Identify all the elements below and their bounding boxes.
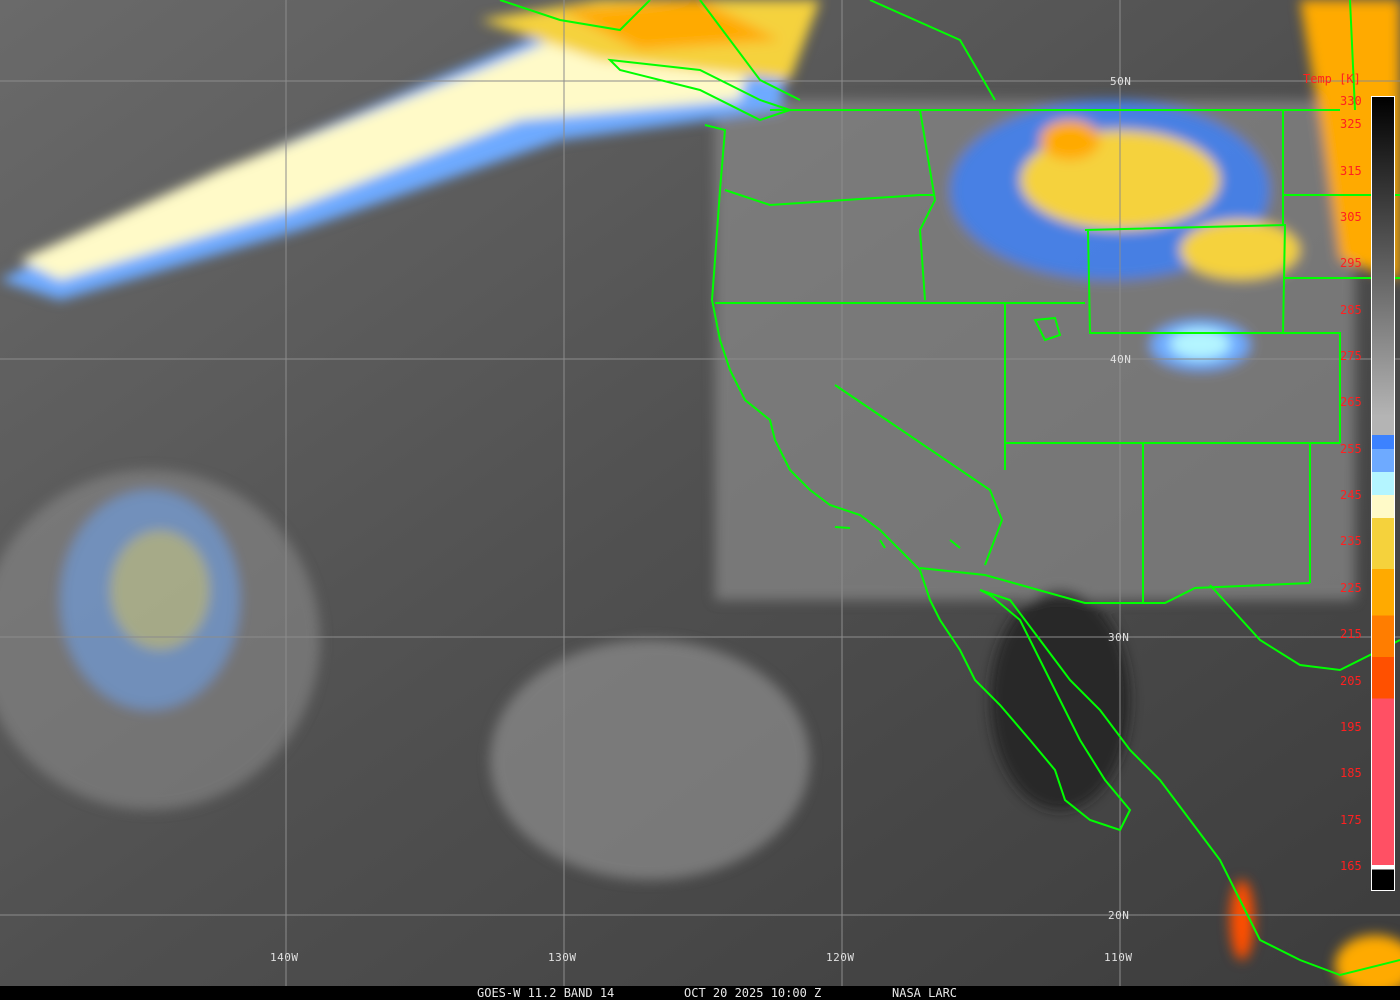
lon-label-140w: 140W (270, 951, 299, 964)
caption-satellite: GOES-W 11.2 BAND 14 (477, 986, 615, 1000)
legend-label: 255 (1340, 441, 1362, 456)
legend-label: 275 (1340, 348, 1362, 363)
legend-label: 165 (1340, 858, 1362, 873)
legend-title: Temp [K] (1303, 72, 1361, 86)
legend-label: 315 (1340, 163, 1362, 178)
legend-label: 325 (1340, 117, 1362, 132)
legend-label: 285 (1340, 302, 1362, 317)
political-borders (499, 0, 1400, 977)
lon-label-110w: 110W (1104, 951, 1133, 964)
caption-datetime: OCT 20 2025 10:00 Z (684, 986, 822, 1000)
caption-source: NASA LARC (892, 986, 958, 1000)
caption-bar: GOES-W 11.2 BAND 14 OCT 20 2025 10:00 Z … (0, 986, 1400, 1000)
legend-label: 175 (1340, 812, 1362, 827)
us-mexico (919, 567, 1400, 672)
california-nevada (834, 384, 1004, 566)
great-salt-lake (1033, 316, 1062, 342)
four-corners (1005, 442, 1340, 603)
legend-label: 215 (1340, 627, 1362, 642)
legend-label: 235 (1340, 534, 1362, 549)
vancouver-island (607, 58, 794, 122)
channel-islands (834, 526, 961, 549)
lat-label-20n: 20N (1108, 909, 1130, 922)
wyoming (1084, 110, 1341, 443)
legend-label: 185 (1340, 766, 1362, 781)
lat-label-30n: 30N (1108, 631, 1130, 644)
legend-label: 265 (1340, 395, 1362, 410)
legend-label: 205 (1340, 673, 1362, 688)
legend-label: 245 (1340, 488, 1362, 503)
washington-oregon (724, 189, 935, 207)
lon-label-120w: 120W (826, 951, 855, 964)
temperature-color-bar (1371, 96, 1395, 891)
lat-label-50n: 50N (1110, 75, 1132, 88)
coastline (704, 124, 1400, 977)
idaho-border (918, 109, 937, 301)
legend-label: 305 (1340, 209, 1362, 224)
legend-label: 330 (1340, 94, 1362, 108)
legend-label: 195 (1340, 719, 1362, 734)
legend-label: 225 (1340, 580, 1362, 595)
lat-label-40n: 40N (1110, 353, 1132, 366)
bc-coast (499, 0, 1356, 111)
lon-label-130w: 130W (548, 951, 577, 964)
legend-label: 295 (1340, 256, 1362, 271)
